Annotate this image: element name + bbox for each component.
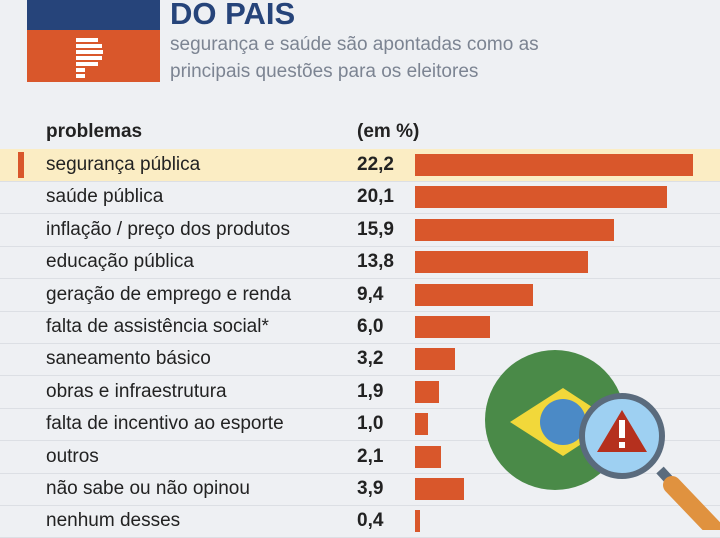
bar-row: falta de assistência social* 6,0 [0, 311, 720, 344]
bar-row: obras e infraestrutura 1,9 [0, 376, 720, 409]
bar-row: outros 2,1 [0, 441, 720, 474]
category-label: falta de incentivo ao esporte [46, 413, 284, 435]
value-label: 1,0 [357, 413, 384, 435]
flag-globe [540, 399, 586, 445]
bar-row: segurança pública 22,2 [0, 149, 720, 182]
logo-blue-block [27, 0, 160, 30]
value-label: 13,8 [357, 251, 394, 273]
category-label: geração de emprego e renda [46, 283, 292, 305]
subtitle-line: principais questões para os eleitores [170, 61, 479, 82]
value-label: 15,9 [357, 218, 394, 240]
page-title: DO PAIS [170, 0, 296, 31]
column-header-problemas: problemas [46, 121, 143, 142]
bar [415, 348, 456, 371]
bar [415, 251, 588, 274]
bar [415, 478, 464, 500]
category-label: segurança pública [46, 154, 201, 175]
bar-row: educação pública 13,8 [0, 246, 720, 280]
category-label: obras e infraestrutura [46, 380, 227, 402]
bar-row: falta de incentivo ao esporte 1,0 [0, 408, 720, 442]
value-label: 3,9 [357, 478, 384, 499]
highlight-marker [18, 152, 24, 178]
value-label: 1,9 [357, 380, 384, 402]
bar [415, 218, 615, 241]
category-label: nenhum desses [46, 510, 181, 532]
value-label: 2,1 [357, 445, 384, 467]
category-label: educação pública [46, 251, 194, 273]
category-label: inflação / preço dos produtos [46, 218, 290, 240]
magnifier-handle [663, 476, 720, 530]
value-label: 6,0 [357, 316, 384, 337]
bar [415, 154, 693, 176]
logo-p [27, 30, 160, 82]
bar-row: geração de emprego e renda 9,4 [0, 279, 720, 312]
category-label: outros [46, 445, 99, 467]
bar [415, 413, 428, 436]
bar-row: inflação / preço dos produtos 15,9 [0, 214, 720, 247]
bar-row: saneamento básico 3,2 [0, 343, 720, 377]
column-header-percent: (em %) [357, 121, 420, 142]
brazil-magnifier-illustration [485, 350, 720, 530]
category-label: saúde pública [46, 186, 164, 208]
bar [415, 316, 491, 338]
bar-row: saúde pública 20,1 [0, 181, 720, 215]
bar [415, 186, 667, 209]
category-label: saneamento básico [46, 348, 211, 370]
category-label: falta de assistência social* [46, 316, 269, 337]
value-label: 9,4 [357, 283, 384, 305]
bar-row: não sabe ou não opinou 3,9 [0, 473, 720, 506]
bar [415, 510, 420, 533]
bar [415, 283, 533, 306]
category-label: não sabe ou não opinou [46, 478, 250, 499]
value-label: 20,1 [357, 186, 394, 208]
bar [415, 380, 439, 403]
value-label: 22,2 [357, 154, 394, 175]
bar [415, 445, 442, 468]
value-label: 3,2 [357, 348, 384, 370]
value-label: 0,4 [357, 510, 384, 532]
subtitle-line: segurança e saúde são apontadas como as [170, 34, 539, 55]
